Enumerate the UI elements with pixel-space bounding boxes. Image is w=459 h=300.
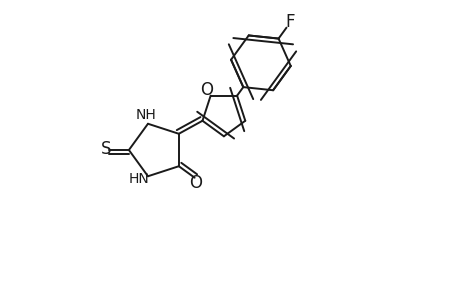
Text: S: S — [101, 140, 112, 158]
Text: O: O — [200, 81, 213, 99]
Text: HN: HN — [129, 172, 149, 186]
Text: F: F — [285, 13, 295, 31]
Text: NH: NH — [136, 108, 157, 122]
Text: O: O — [188, 174, 201, 192]
